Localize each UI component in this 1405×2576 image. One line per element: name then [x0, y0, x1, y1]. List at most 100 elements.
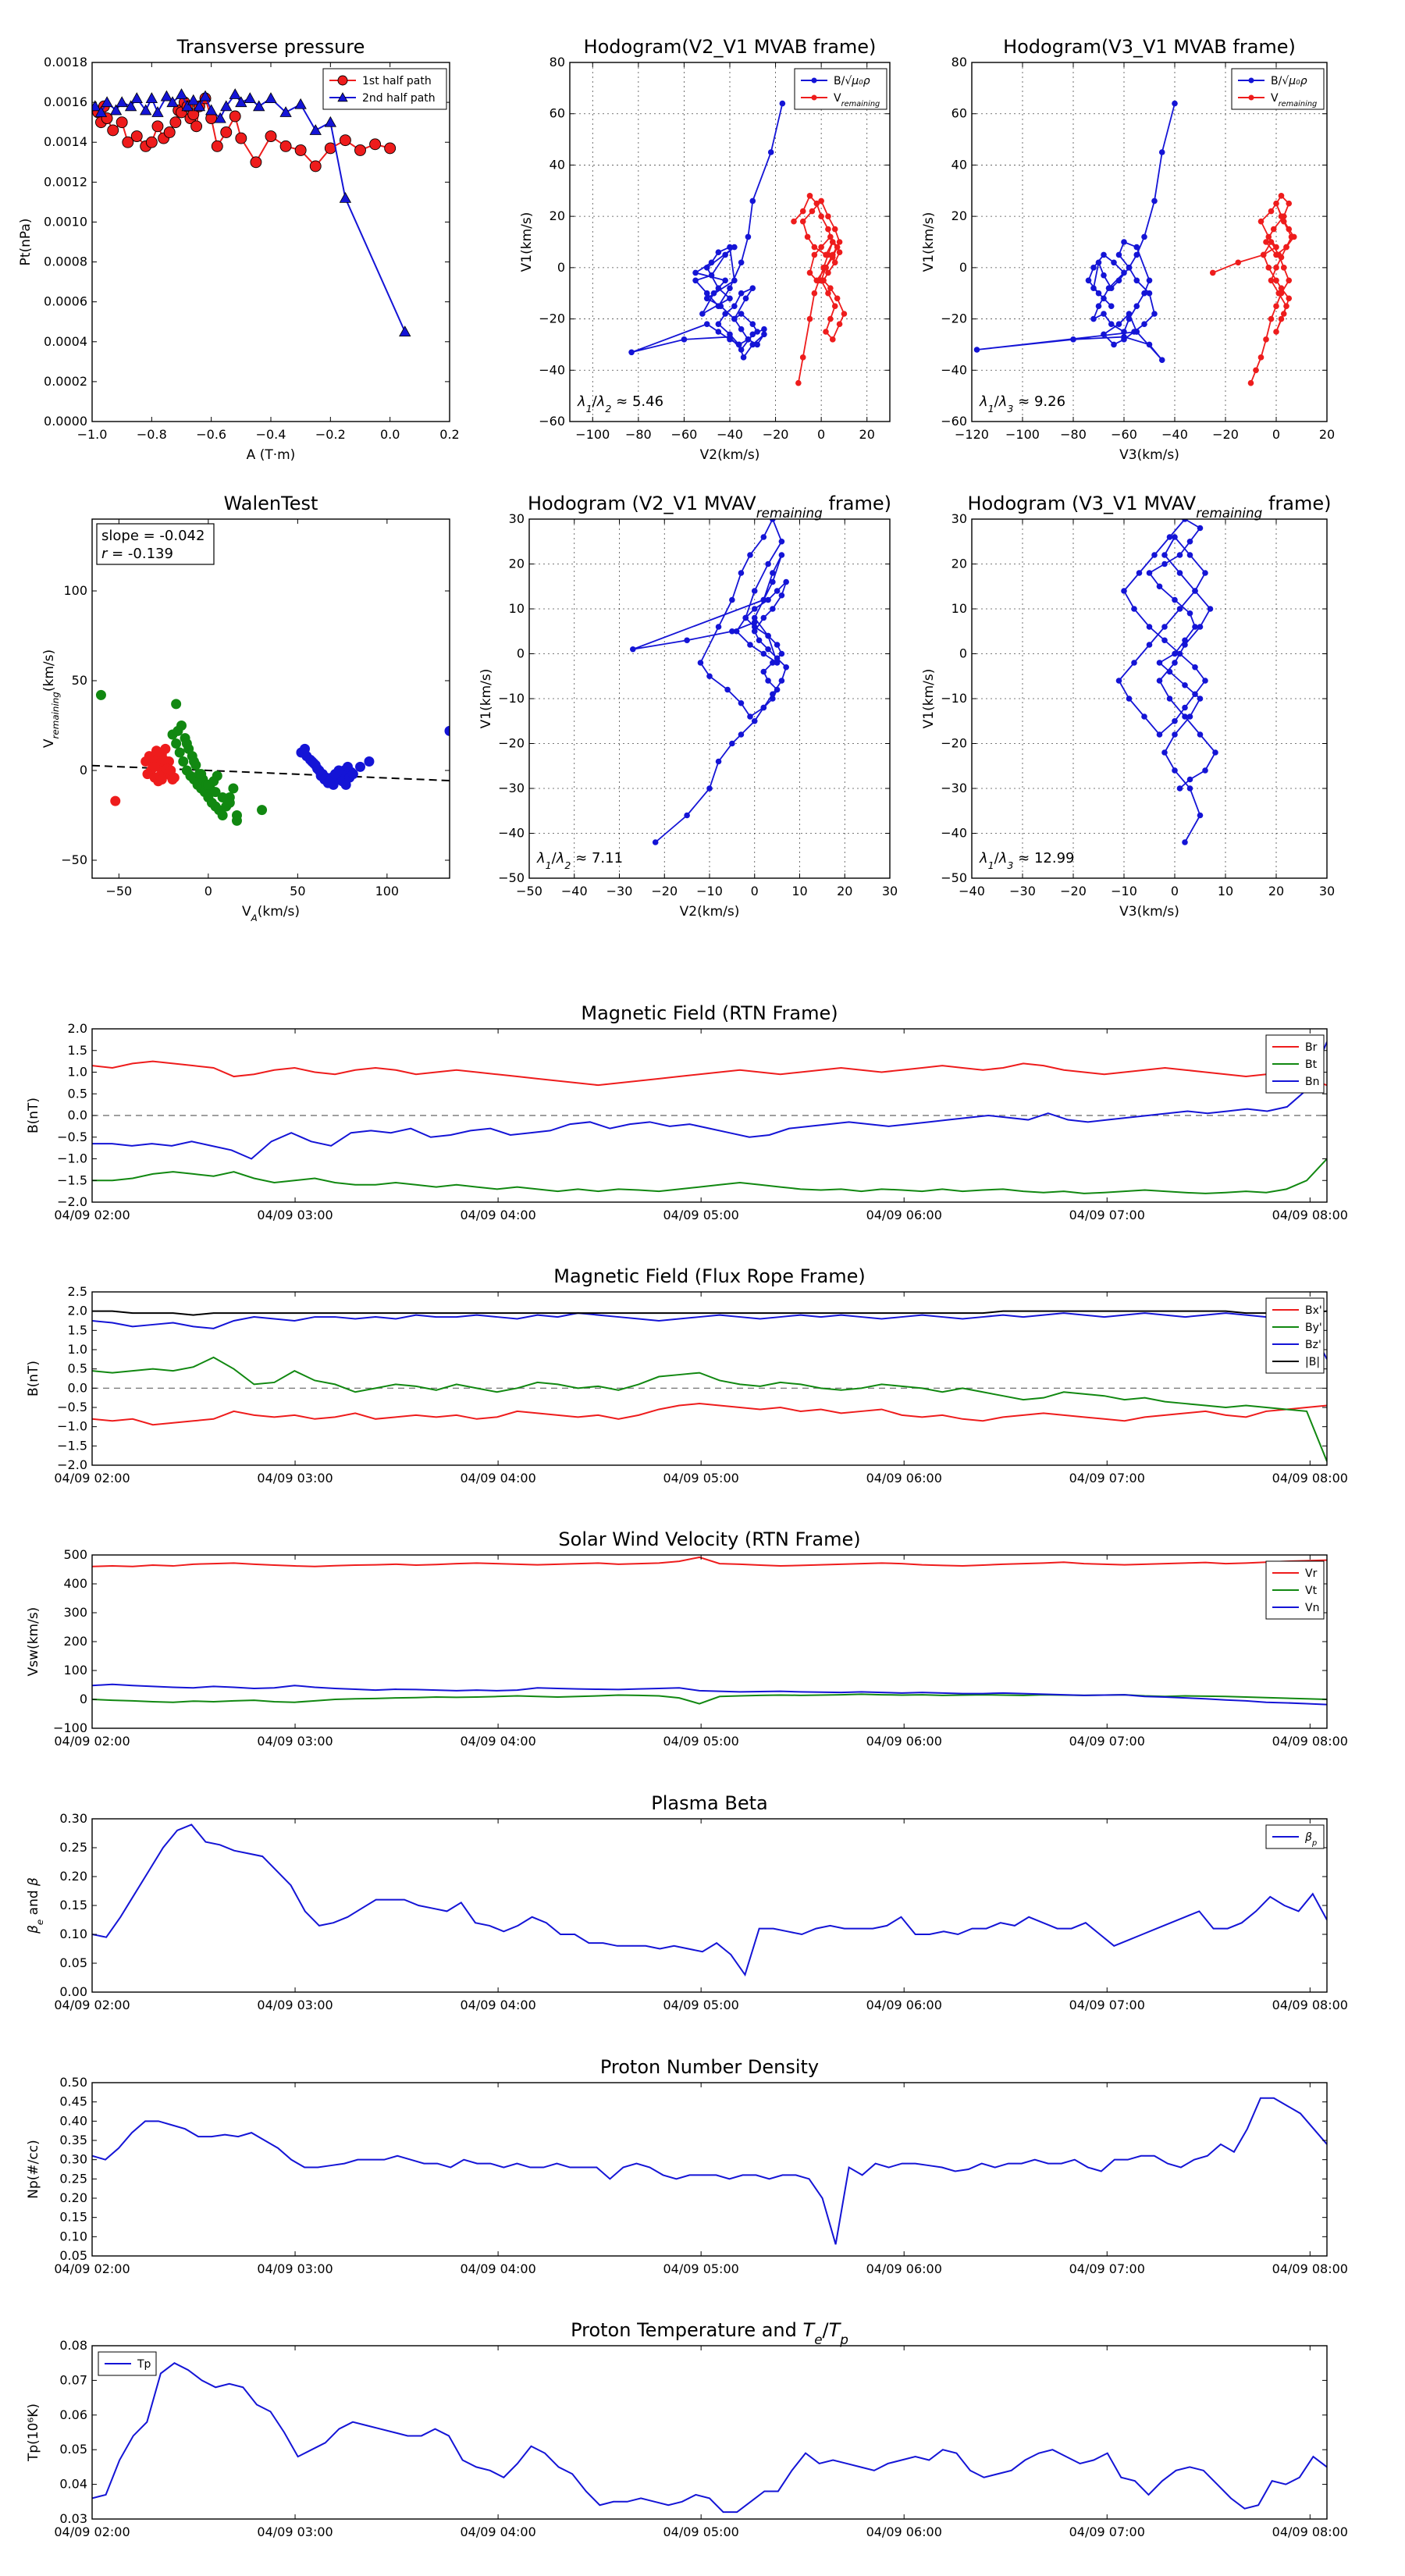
y-tick-label: 0	[517, 646, 525, 661]
data-point	[760, 650, 767, 657]
data-point	[101, 96, 113, 108]
chart-title: Hodogram(V2_V1 MVAB frame)	[584, 36, 877, 58]
data-point	[1280, 311, 1287, 317]
data-point	[1172, 717, 1178, 724]
x-tick-label: 04/09 04:00	[460, 2524, 535, 2539]
data-point	[1253, 367, 1259, 374]
data-point	[169, 772, 180, 783]
x-tick-label: 04/09 04:00	[460, 2261, 535, 2276]
data-point	[770, 660, 776, 666]
data-point	[818, 244, 824, 251]
data-point	[1156, 678, 1163, 684]
data-point	[760, 534, 767, 540]
data-point	[1278, 213, 1285, 219]
data-point	[770, 578, 776, 585]
data-point	[1280, 218, 1287, 225]
data-point	[1141, 233, 1147, 240]
data-point	[731, 244, 738, 251]
y-tick-label: 80	[951, 55, 967, 69]
plot-frame	[91, 1818, 1328, 1993]
series-0	[973, 100, 1178, 363]
data-point	[809, 208, 816, 215]
data-point	[355, 761, 365, 772]
data-point	[825, 290, 831, 297]
data-point	[1192, 624, 1198, 630]
data-point	[740, 354, 747, 361]
data-point	[738, 290, 745, 297]
x-tick-label: 04/09 07:00	[1069, 2261, 1145, 2276]
data-point	[347, 769, 358, 780]
data-point	[1176, 650, 1183, 657]
chart-title: Hodogram (V3_V1 MVAVremaining frame)	[967, 493, 1331, 521]
data-point	[203, 779, 214, 790]
legend-label: By'	[1305, 1322, 1322, 1334]
data-point	[1280, 265, 1287, 271]
x-tick-label: −0.8	[137, 427, 167, 442]
legend-label: Vremaining	[1271, 92, 1317, 109]
series-line-Bz'	[92, 1312, 1327, 1360]
data-point	[825, 269, 831, 276]
x-tick-label: −0.6	[196, 427, 226, 442]
x-tick-label: 04/09 05:00	[663, 1208, 739, 1222]
data-point	[783, 664, 789, 671]
data-point	[189, 756, 200, 767]
data-point	[820, 265, 827, 271]
x-tick-label: −80	[625, 427, 652, 442]
y-tick-label: 0.05	[59, 2442, 87, 2457]
x-tick-label: 04/09 06:00	[866, 2261, 942, 2276]
data-point	[818, 197, 824, 205]
data-point	[699, 311, 706, 317]
data-point	[1126, 265, 1133, 271]
x-tick-label: 04/09 03:00	[257, 1998, 333, 2012]
x-tick-label: 20	[859, 427, 875, 442]
data-point	[1172, 650, 1178, 657]
data-point	[729, 740, 735, 747]
data-point	[778, 678, 785, 684]
data-point	[122, 136, 134, 148]
data-point	[1085, 277, 1092, 284]
chart-transverse-pressure: Transverse pressure −1.0 −0.8 −0.6 −0.4 −0.2 0…	[18, 36, 460, 463]
series-line-Tp	[92, 2362, 1327, 2514]
x-tick-label: 04/09 06:00	[866, 1734, 942, 1749]
data-point	[210, 787, 221, 798]
x-tick-label: −10	[1111, 884, 1137, 898]
series-0	[628, 100, 786, 361]
x-tick-label: 04/09 07:00	[1069, 1734, 1145, 1749]
data-point	[684, 637, 690, 644]
data-point	[1186, 785, 1193, 792]
x-tick-label: 20	[1319, 427, 1335, 442]
data-point	[767, 149, 774, 155]
data-point	[770, 519, 776, 522]
data-point	[834, 244, 841, 251]
fit-annotation: slope = -0.042 r = -0.139	[96, 523, 215, 565]
y-tick-label: −1.0	[57, 1151, 87, 1166]
series-line-Bx'	[92, 1403, 1327, 1426]
data-point	[756, 637, 763, 644]
data-point	[107, 124, 119, 137]
data-point	[770, 570, 776, 576]
data-point	[1121, 239, 1127, 245]
data-point	[130, 92, 143, 104]
data-point	[751, 628, 758, 635]
data-point	[309, 124, 322, 135]
data-point	[770, 696, 776, 702]
y-tick-label: −0.5	[57, 1130, 87, 1144]
data-point	[1133, 244, 1140, 251]
data-point	[1156, 731, 1163, 738]
data-point	[751, 614, 758, 621]
data-point	[1288, 233, 1295, 240]
y-tick-label: 30	[509, 511, 525, 526]
plot-frame	[569, 62, 891, 422]
x-tick-label: 0	[817, 427, 825, 442]
data-point	[1115, 321, 1122, 327]
fit-line	[92, 764, 450, 782]
y-tick-label: −40	[498, 826, 525, 841]
data-point	[399, 326, 411, 337]
data-point	[160, 90, 173, 101]
x-tick-label: −100	[1005, 427, 1040, 442]
data-point	[1151, 552, 1158, 558]
data-point	[1161, 624, 1168, 630]
data-point	[1105, 285, 1112, 291]
data-point	[731, 315, 738, 322]
data-point	[754, 329, 760, 335]
